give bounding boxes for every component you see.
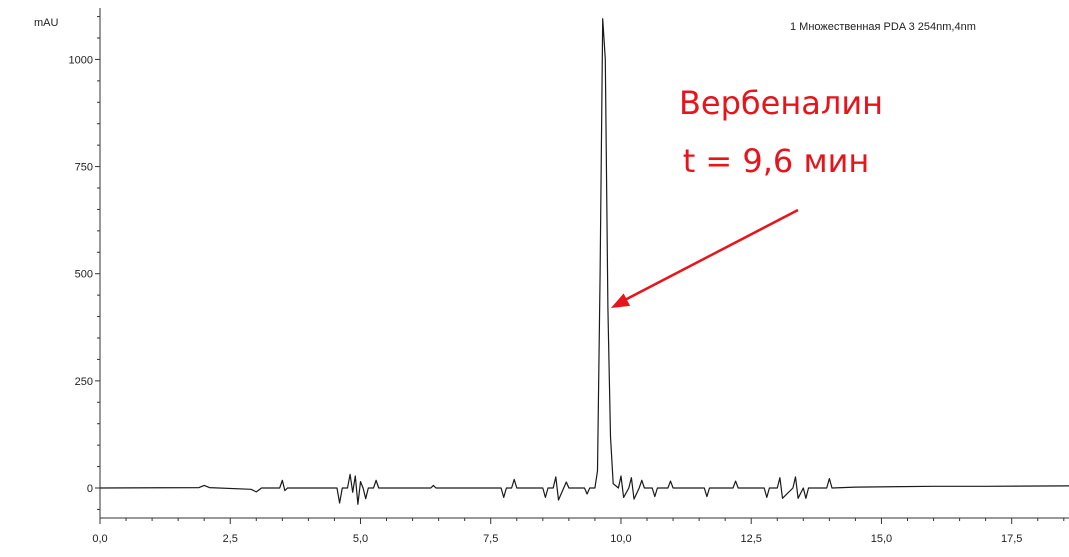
y-tick-label: 250 xyxy=(75,376,93,388)
x-tick-label: 7,5 xyxy=(483,533,498,545)
x-axis: 0,0 2,5 5,0 7,5 10,0 12,5 15,0 17,5 xyxy=(92,517,1069,545)
y-tick-label: 500 xyxy=(75,269,93,281)
y-tick-label: 1000 xyxy=(69,54,93,66)
peak-annotation: Вербеналин t = 9,6 мин xyxy=(610,84,883,308)
series-label: 1 Множественная PDA 3 254nm,4nm xyxy=(790,21,976,33)
y-axis-unit-label: mAU xyxy=(34,17,59,29)
x-tick-label: 17,5 xyxy=(1001,533,1022,545)
annotation-compound-name: Вербеналин xyxy=(679,84,883,122)
x-tick-label: 2,5 xyxy=(223,533,238,545)
annotation-arrow-head xyxy=(610,293,631,308)
x-tick-label: 5,0 xyxy=(353,533,368,545)
y-tick-label: 0 xyxy=(87,483,93,495)
plot-area xyxy=(99,18,1069,505)
annotation-retention-time: t = 9,6 мин xyxy=(683,142,870,180)
chromatogram-trace xyxy=(99,18,1069,505)
y-axis: 0 250 500 750 1000 xyxy=(69,8,101,518)
x-tick-label: 10,0 xyxy=(610,533,631,545)
x-tick-label: 15,0 xyxy=(871,533,892,545)
x-tick-label: 0,0 xyxy=(92,533,107,545)
x-tick-label: 12,5 xyxy=(740,533,761,545)
annotation-arrow-line xyxy=(620,208,799,304)
y-tick-label: 750 xyxy=(75,162,93,174)
